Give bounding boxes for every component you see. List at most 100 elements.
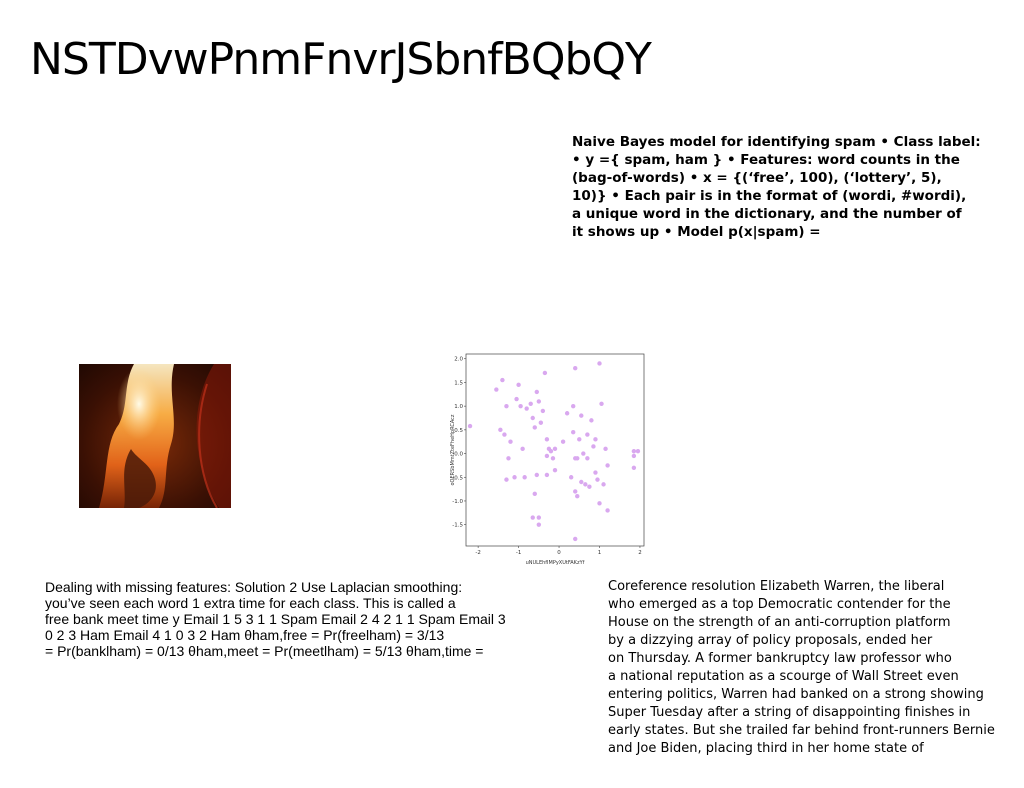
- text-line: = Pr(banklham) = 0/13 θham,meet = Pr(mee…: [45, 643, 484, 659]
- scatter-point: [544, 437, 550, 442]
- scatter-point: [522, 475, 527, 480]
- scatter-point: [544, 472, 550, 478]
- scatter-point: [573, 536, 578, 542]
- scatter-point: [571, 430, 576, 435]
- text-line: 0 2 3 Ham Email 4 1 0 3 2 Ham θham,free …: [45, 627, 445, 643]
- scatter-point: [601, 482, 606, 487]
- scatter-point: [579, 413, 584, 418]
- scatter-point: [500, 377, 505, 383]
- y-tick-label: 1.5: [454, 380, 463, 386]
- scatter-point: [603, 446, 608, 452]
- scatter-point: [467, 423, 473, 429]
- text-line: House on the strength of an anti-corrupt…: [608, 615, 951, 630]
- scatter-point: [595, 477, 600, 482]
- scatter-point: [579, 479, 584, 485]
- scatter-point: [532, 491, 537, 497]
- text-line: (bag-of-words) • x = {(‘free’, 100), (‘l…: [572, 170, 942, 186]
- scatter-point: [494, 387, 499, 392]
- text-line: 10)} • Each pair is in the format of (wo…: [572, 188, 967, 204]
- text-line: a national reputation as a scourge of Wa…: [608, 669, 959, 684]
- scatter-point: [585, 432, 590, 437]
- scatter-point: [550, 456, 556, 461]
- fire-photo-graphic: [79, 364, 231, 508]
- text-line: early states. But she trailed far behind…: [608, 723, 995, 738]
- scatter-point: [605, 463, 610, 468]
- scatter-point: [514, 396, 519, 402]
- scatter-point: [575, 456, 580, 461]
- scatter-point: [631, 448, 637, 454]
- scatter-point: [540, 408, 546, 414]
- text-line: who emerged as a top Democratic contende…: [608, 597, 951, 612]
- scatter-point: [530, 515, 535, 520]
- scatter-point: [581, 451, 586, 456]
- text-line: on Thursday. A former bankruptcy law pro…: [608, 651, 952, 666]
- scatter-point: [532, 425, 537, 430]
- y-tick-label: 0.0: [454, 452, 463, 458]
- scatter-point: [530, 415, 535, 421]
- y-tick-label: 2.0: [454, 357, 463, 363]
- scatter-point: [560, 439, 566, 444]
- scatter-point: [518, 403, 523, 409]
- scatter-point: [508, 439, 513, 444]
- text-line: free bank meet time y Email 1 5 3 1 1 Sp…: [45, 611, 506, 627]
- scatter-point: [512, 475, 517, 480]
- fire-photo: [79, 364, 231, 508]
- y-tick-label: -0.5: [452, 475, 463, 481]
- scatter-point: [516, 382, 521, 388]
- scatter-point: [536, 515, 542, 520]
- scatter-point: [542, 370, 548, 376]
- scatter-point: [504, 403, 509, 409]
- scatter-point: [605, 508, 610, 513]
- x-tick-label: 0: [557, 550, 561, 556]
- y-tick-label: -1.5: [452, 523, 463, 529]
- text-line: a unique word in the dictionary, and the…: [572, 206, 962, 222]
- scatter-point: [631, 453, 637, 459]
- scatter-point: [575, 494, 580, 499]
- scatter-point: [502, 432, 507, 437]
- x-axis-label: uNULEhfIMPyXUtFAKzYf: [526, 560, 585, 566]
- scatter-point: [589, 418, 594, 423]
- y-axis-label: oQERSbMmtZteFheHpRCAcz: [450, 414, 456, 485]
- x-tick-label: -1: [516, 550, 521, 556]
- scatter-point: [536, 399, 542, 404]
- scatter-point: [583, 482, 588, 487]
- scatter-plot: -2 -1 0 1 2 2.0 1.5 1.0 0.5 0.0 -0.5 -1.0 -1.5 uNULE…: [448, 350, 648, 568]
- scatter-point: [528, 401, 533, 406]
- scatter-point: [599, 401, 604, 406]
- scatter-point: [536, 522, 542, 527]
- y-tick-label: -1.0: [452, 499, 463, 505]
- scatter-point: [552, 446, 558, 452]
- scatter-point: [573, 489, 578, 494]
- scatter-point: [534, 389, 539, 395]
- text-line: Naive Bayes model for identifying spam •…: [572, 134, 981, 150]
- text-line: Coreference resolution Elizabeth Warren,…: [608, 579, 945, 594]
- page-title: NSTDvwPnmFnvrJSbnfBQbQY: [30, 34, 652, 85]
- text-line: Super Tuesday after a string of disappoi…: [608, 705, 971, 720]
- text-line: you’ve seen each word 1 extra time for e…: [45, 595, 456, 611]
- scatter-point: [593, 470, 598, 475]
- scatter-point: [548, 448, 554, 454]
- x-tick-label: 2: [638, 550, 642, 556]
- text-line: it shows up • Model p(x|spam) =: [572, 224, 821, 240]
- text-line: entering politics, Warren had banked on …: [608, 687, 984, 702]
- scatter-point: [571, 403, 576, 409]
- scatter-point: [538, 420, 544, 425]
- scatter-point: [585, 456, 590, 461]
- scatter-point: [568, 475, 574, 480]
- laplacian-text-block: Dealing with missing features: Solution …: [45, 579, 575, 659]
- scatter-point: [631, 465, 637, 470]
- y-tick-label: 0.5: [454, 428, 463, 434]
- scatter-point: [534, 472, 539, 478]
- text-line: • y ={ spam, ham } • Features: word coun…: [572, 152, 960, 168]
- x-tick-label: -2: [475, 550, 480, 556]
- scatter-point: [577, 437, 582, 442]
- scatter-point: [504, 477, 509, 482]
- scatter-point: [552, 467, 558, 473]
- plot-frame: [465, 353, 645, 547]
- text-line: Dealing with missing features: Solution …: [45, 579, 463, 595]
- scatter-point: [564, 411, 570, 416]
- coreference-text-block: Coreference resolution Elizabeth Warren,…: [608, 578, 1024, 758]
- x-tick-label: 1: [598, 550, 602, 556]
- naive-bayes-text-block: Naive Bayes model for identifying spam •…: [572, 133, 1017, 241]
- scatter-point: [597, 501, 602, 506]
